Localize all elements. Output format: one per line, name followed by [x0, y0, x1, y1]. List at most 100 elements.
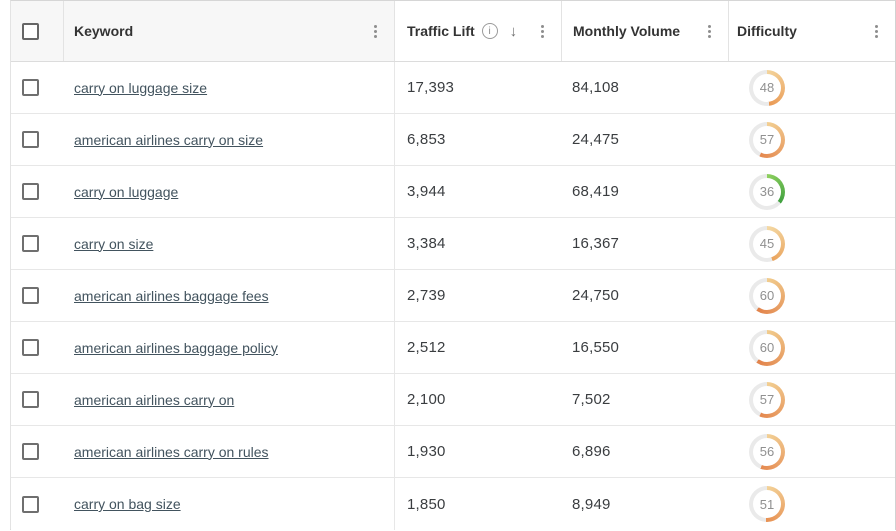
keyword-link[interactable]: carry on bag size	[74, 496, 181, 512]
difficulty-donut-chart: 60	[749, 329, 785, 366]
traffic-lift-value: 2,739	[407, 287, 446, 304]
row-checkbox[interactable]	[22, 131, 39, 148]
keyword-cell: american airlines carry on size	[63, 114, 394, 165]
monthly-volume-cell: 7,502	[561, 374, 728, 425]
keyword-column-label: Keyword	[74, 23, 134, 39]
difficulty-value: 56	[753, 437, 781, 466]
row-checkbox[interactable]	[22, 339, 39, 356]
keyword-link[interactable]: carry on size	[74, 235, 154, 252]
difficulty-donut-chart: 51	[749, 486, 785, 522]
traffic-lift-value: 6,853	[407, 131, 446, 148]
difficulty-column-header: Difficulty	[728, 1, 895, 61]
keyword-link[interactable]: american airlines baggage fees	[74, 287, 269, 304]
difficulty-cell: 57	[728, 114, 895, 165]
traffic-lift-cell: 3,384	[394, 218, 561, 269]
table-row: american airlines carry on 2,100 7,502 5…	[11, 374, 895, 426]
monthly-volume-value: 16,550	[572, 339, 620, 356]
row-checkbox-cell	[11, 166, 63, 217]
keyword-cell: carry on size	[63, 218, 394, 269]
traffic-lift-value: 17,393	[407, 79, 455, 96]
difficulty-column-label: Difficulty	[737, 23, 797, 39]
keyword-link[interactable]: american airlines carry on	[74, 391, 235, 408]
row-checkbox-cell	[11, 270, 63, 321]
difficulty-donut-chart: 48	[749, 69, 785, 106]
keyword-link[interactable]: american airlines carry on size	[74, 131, 264, 148]
monthly-volume-value: 6,896	[572, 443, 611, 460]
monthly-volume-value: 24,750	[572, 287, 620, 304]
keyword-cell: carry on luggage	[63, 166, 394, 217]
monthly-volume-value: 8,949	[572, 495, 611, 513]
traffic-lift-value: 2,512	[407, 339, 446, 356]
table-body: carry on luggage size 17,393 84,108 48 a…	[11, 62, 895, 530]
monthly-volume-cell: 16,367	[561, 218, 728, 269]
difficulty-value: 48	[753, 73, 781, 102]
row-checkbox[interactable]	[22, 183, 39, 200]
traffic-lift-value: 3,944	[407, 183, 446, 200]
traffic-lift-column-header: Traffic Lift i ↓	[394, 1, 561, 61]
monthly-volume-column-header: Monthly Volume	[561, 1, 728, 61]
difficulty-value: 36	[753, 177, 781, 206]
traffic-lift-value: 3,384	[407, 235, 446, 252]
difficulty-cell: 57	[728, 374, 895, 425]
keyword-cell: american airlines carry on	[63, 374, 394, 425]
row-checkbox-cell	[11, 322, 63, 373]
difficulty-cell: 60	[728, 270, 895, 321]
difficulty-cell: 36	[728, 166, 895, 217]
difficulty-donut-chart: 56	[749, 433, 785, 470]
difficulty-donut-chart: 36	[749, 173, 785, 210]
table-row: american airlines carry on size 6,853 24…	[11, 114, 895, 166]
row-checkbox[interactable]	[22, 287, 39, 304]
keyword-column-menu-icon[interactable]	[366, 20, 384, 42]
difficulty-value: 60	[753, 333, 781, 362]
difficulty-donut-chart: 60	[749, 277, 785, 314]
difficulty-column-menu-icon[interactable]	[867, 20, 885, 42]
row-checkbox-cell	[11, 374, 63, 425]
difficulty-cell: 48	[728, 62, 895, 113]
keyword-cell: american airlines baggage fees	[63, 270, 394, 321]
traffic-lift-value: 2,100	[407, 391, 446, 408]
keyword-cell: american airlines baggage policy	[63, 322, 394, 373]
keyword-link[interactable]: carry on luggage size	[74, 79, 208, 96]
monthly-volume-cell: 16,550	[561, 322, 728, 373]
difficulty-value: 60	[753, 281, 781, 310]
monthly-volume-cell: 24,475	[561, 114, 728, 165]
traffic-lift-column-menu-icon[interactable]	[533, 20, 551, 42]
table-row: american airlines baggage fees 2,739 24,…	[11, 270, 895, 322]
keyword-table: Keyword Traffic Lift i ↓ Monthly Volume …	[10, 0, 896, 530]
monthly-volume-value: 16,367	[572, 235, 620, 252]
monthly-volume-cell: 24,750	[561, 270, 728, 321]
row-checkbox[interactable]	[22, 235, 39, 252]
monthly-volume-cell: 68,419	[561, 166, 728, 217]
monthly-volume-column-label: Monthly Volume	[573, 23, 681, 39]
table-row: american airlines carry on rules 1,930 6…	[11, 426, 895, 478]
row-checkbox-cell	[11, 426, 63, 477]
row-checkbox[interactable]	[22, 391, 39, 408]
info-icon[interactable]: i	[481, 23, 498, 39]
sort-desc-arrow-icon[interactable]: ↓	[509, 22, 518, 40]
row-checkbox[interactable]	[22, 79, 39, 96]
monthly-volume-value: 84,108	[572, 79, 620, 96]
traffic-lift-cell: 2,100	[394, 374, 561, 425]
traffic-lift-cell: 3,944	[394, 166, 561, 217]
monthly-volume-value: 7,502	[572, 391, 611, 408]
table-row: carry on bag size 1,850 8,949 51	[11, 478, 895, 530]
row-checkbox-cell	[11, 114, 63, 165]
table-header: Keyword Traffic Lift i ↓ Monthly Volume …	[11, 1, 895, 62]
select-all-checkbox[interactable]	[22, 22, 39, 40]
keyword-link[interactable]: carry on luggage	[74, 183, 179, 200]
difficulty-donut-chart: 45	[749, 225, 785, 262]
monthly-volume-cell: 84,108	[561, 62, 728, 113]
keyword-link[interactable]: american airlines baggage policy	[74, 339, 278, 356]
traffic-lift-value: 1,850	[407, 495, 446, 513]
row-checkbox-cell	[11, 62, 63, 113]
difficulty-cell: 51	[728, 478, 895, 530]
table-row: carry on luggage size 17,393 84,108 48	[11, 62, 895, 114]
table-row: american airlines baggage policy 2,512 1…	[11, 322, 895, 374]
monthly-volume-value: 24,475	[572, 131, 620, 148]
monthly-volume-value: 68,419	[572, 183, 620, 200]
row-checkbox[interactable]	[22, 443, 39, 460]
row-checkbox[interactable]	[22, 495, 39, 513]
keyword-link[interactable]: american airlines carry on rules	[74, 443, 269, 460]
monthly-volume-column-menu-icon[interactable]	[700, 20, 718, 42]
keyword-column-header: Keyword	[63, 1, 394, 61]
